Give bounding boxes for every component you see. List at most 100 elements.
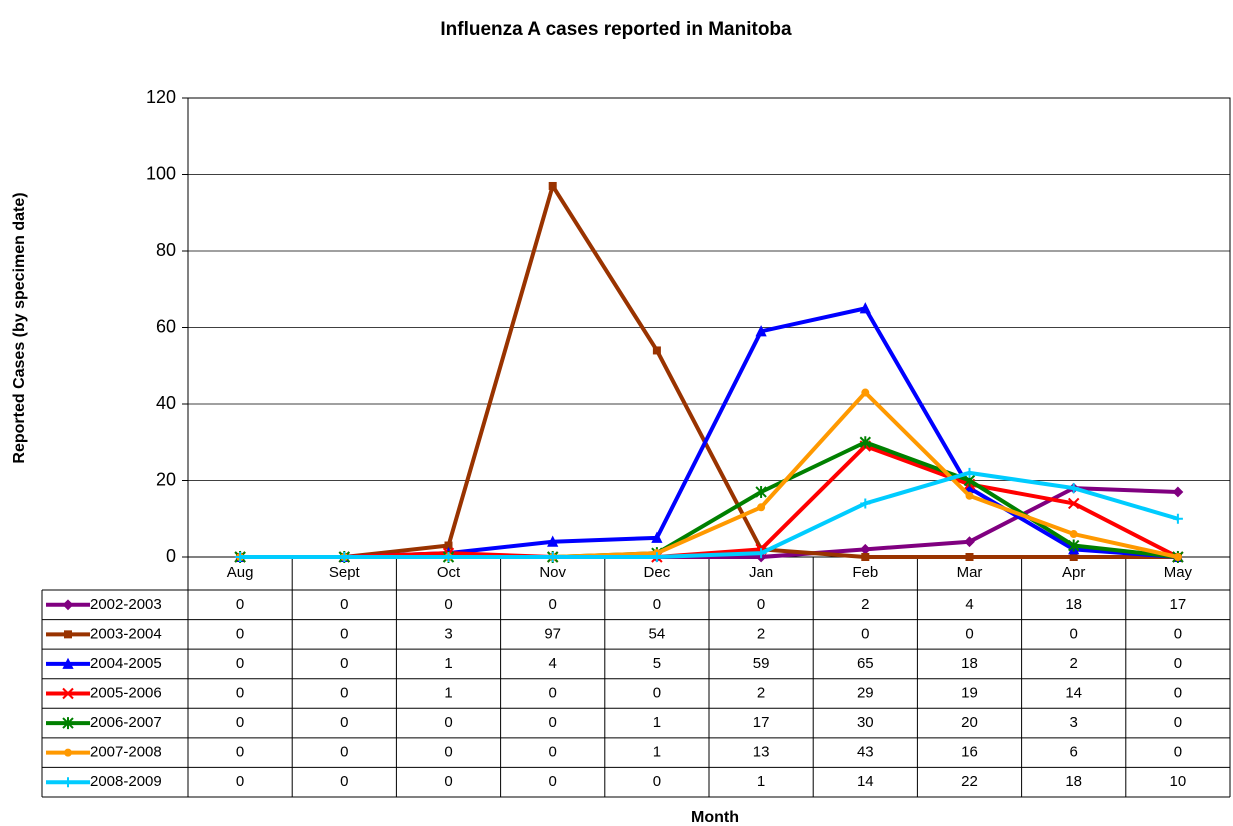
marker [651, 531, 663, 543]
legend-marker [62, 657, 74, 669]
y-tick-label: 100 [146, 163, 176, 183]
table-value: 59 [753, 655, 770, 672]
table-value: 0 [340, 684, 348, 701]
table-value: 4 [965, 596, 973, 613]
table-value: 0 [236, 744, 244, 761]
table-value: 16 [961, 744, 978, 761]
legend-label: 2008-2009 [90, 773, 162, 790]
table-value: 19 [961, 684, 978, 701]
marker [1173, 553, 1182, 561]
marker [651, 552, 662, 562]
table-value: 0 [653, 773, 661, 790]
table-value: 0 [444, 744, 452, 761]
table-value: 0 [1174, 684, 1182, 701]
marker [859, 543, 871, 555]
table-value: 18 [1065, 773, 1082, 790]
table-value: 2 [1070, 655, 1078, 672]
table-value: 0 [236, 773, 244, 790]
table-value: 0 [444, 596, 452, 613]
table-value: 0 [549, 773, 557, 790]
marker [1068, 483, 1079, 494]
table-value: 0 [549, 596, 557, 613]
legend-label: 2007-2008 [90, 744, 162, 761]
table-value: 14 [1065, 684, 1082, 701]
table-value: 0 [236, 596, 244, 613]
marker [548, 181, 557, 190]
table-value: 6 [1070, 744, 1078, 761]
table-value: 1 [653, 714, 661, 731]
table-value: 43 [857, 744, 874, 761]
x-tick-label: Nov [539, 564, 566, 581]
table-value: 0 [861, 625, 869, 642]
table-value: 2 [757, 625, 765, 642]
table-value: 0 [1174, 655, 1182, 672]
table-value: 2 [757, 684, 765, 701]
legend-label: 2005-2006 [90, 684, 162, 701]
marker [1069, 530, 1078, 539]
x-axis-title: Month [691, 809, 739, 826]
marker [756, 548, 767, 559]
y-tick-label: 0 [166, 546, 176, 566]
table-value: 0 [653, 596, 661, 613]
marker [861, 388, 870, 397]
chart-title: Influenza A cases reported in Manitoba [440, 19, 792, 40]
marker [339, 552, 350, 562]
legend-label: 2003-2004 [90, 625, 162, 642]
marker [1067, 539, 1080, 552]
marker [964, 467, 975, 478]
marker [860, 498, 871, 509]
y-axis-title: Reported Cases (by specimen date) [11, 192, 28, 463]
table-value: 17 [753, 714, 770, 731]
table-value: 4 [549, 655, 557, 672]
table-value: 0 [1174, 744, 1182, 761]
x-tick-label: Mar [957, 564, 983, 581]
table-value: 0 [549, 744, 557, 761]
marker [443, 552, 454, 562]
table-value: 30 [857, 714, 874, 731]
table-value: 17 [1170, 596, 1187, 613]
legend-marker [64, 630, 72, 639]
marker [861, 553, 870, 561]
table-value: 3 [444, 625, 452, 642]
table-value: 0 [1174, 625, 1182, 642]
marker [757, 503, 766, 512]
table-value: 1 [444, 684, 452, 701]
table-value: 0 [340, 744, 348, 761]
table-value: 0 [549, 684, 557, 701]
y-tick-label: 60 [156, 316, 176, 336]
table-value: 1 [653, 744, 661, 761]
table-value: 0 [965, 625, 973, 642]
marker [235, 552, 246, 562]
marker [1172, 486, 1184, 498]
marker [1067, 497, 1080, 510]
table-value: 10 [1170, 773, 1187, 790]
series-line [240, 390, 1179, 559]
table-value: 29 [857, 684, 874, 701]
x-tick-label: Aug [227, 564, 254, 581]
series-line [240, 444, 1179, 559]
table-value: 65 [857, 655, 874, 672]
table-value: 18 [1065, 596, 1082, 613]
table-value: 0 [340, 773, 348, 790]
marker [965, 491, 974, 500]
marker [1172, 513, 1183, 524]
table-value: 0 [1174, 714, 1182, 731]
table-value: 0 [340, 596, 348, 613]
series-line [240, 440, 1179, 559]
x-tick-label: May [1164, 564, 1193, 581]
table-value: 0 [236, 655, 244, 672]
marker [964, 536, 975, 548]
table-value: 0 [444, 714, 452, 731]
legend-marker [62, 687, 74, 700]
x-tick-label: Jan [749, 564, 773, 581]
legend-marker [64, 748, 72, 757]
table-value: 5 [653, 655, 661, 672]
table-value: 3 [1070, 714, 1078, 731]
legend-label: 2002-2003 [90, 596, 162, 613]
table-value: 0 [236, 714, 244, 731]
legend-marker [62, 599, 74, 611]
table-value: 0 [757, 596, 765, 613]
y-tick-label: 80 [156, 240, 176, 260]
marker [965, 553, 974, 561]
